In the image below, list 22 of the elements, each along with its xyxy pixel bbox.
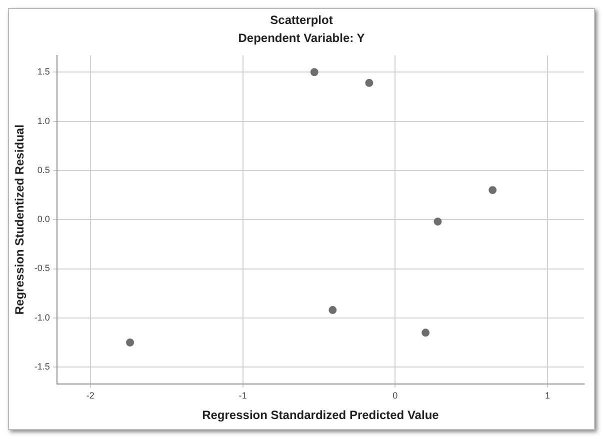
point [126,338,134,347]
y-tick-label: 1.0 [37,116,50,126]
point [310,68,318,76]
point [365,78,374,87]
chart-subtitle: Dependent Variable: Y [237,31,366,45]
point [434,218,442,226]
x-tick-label: -1 [238,390,247,401]
x-tick-label: 0 [392,390,398,401]
y-tick-label: -0.5 [34,263,50,274]
y-tick-label: 0.0 [37,214,50,224]
x-axis-title: Regression Standardized Predicted Value [202,408,440,422]
point [422,328,430,337]
x-tick-label: 1 [544,390,550,401]
point [488,186,497,194]
y-tick-label: -1.0 [34,312,50,322]
y-axis-title: Regression Studentized Residual [12,124,27,315]
chart-title: Scatterplot [269,13,334,27]
x-tick-label: -2 [86,390,94,401]
point [328,306,337,314]
y-tick-label: 1.5 [37,66,50,77]
y-tick-label: -1.5 [34,362,50,372]
y-tick-label: 0.5 [37,164,50,175]
